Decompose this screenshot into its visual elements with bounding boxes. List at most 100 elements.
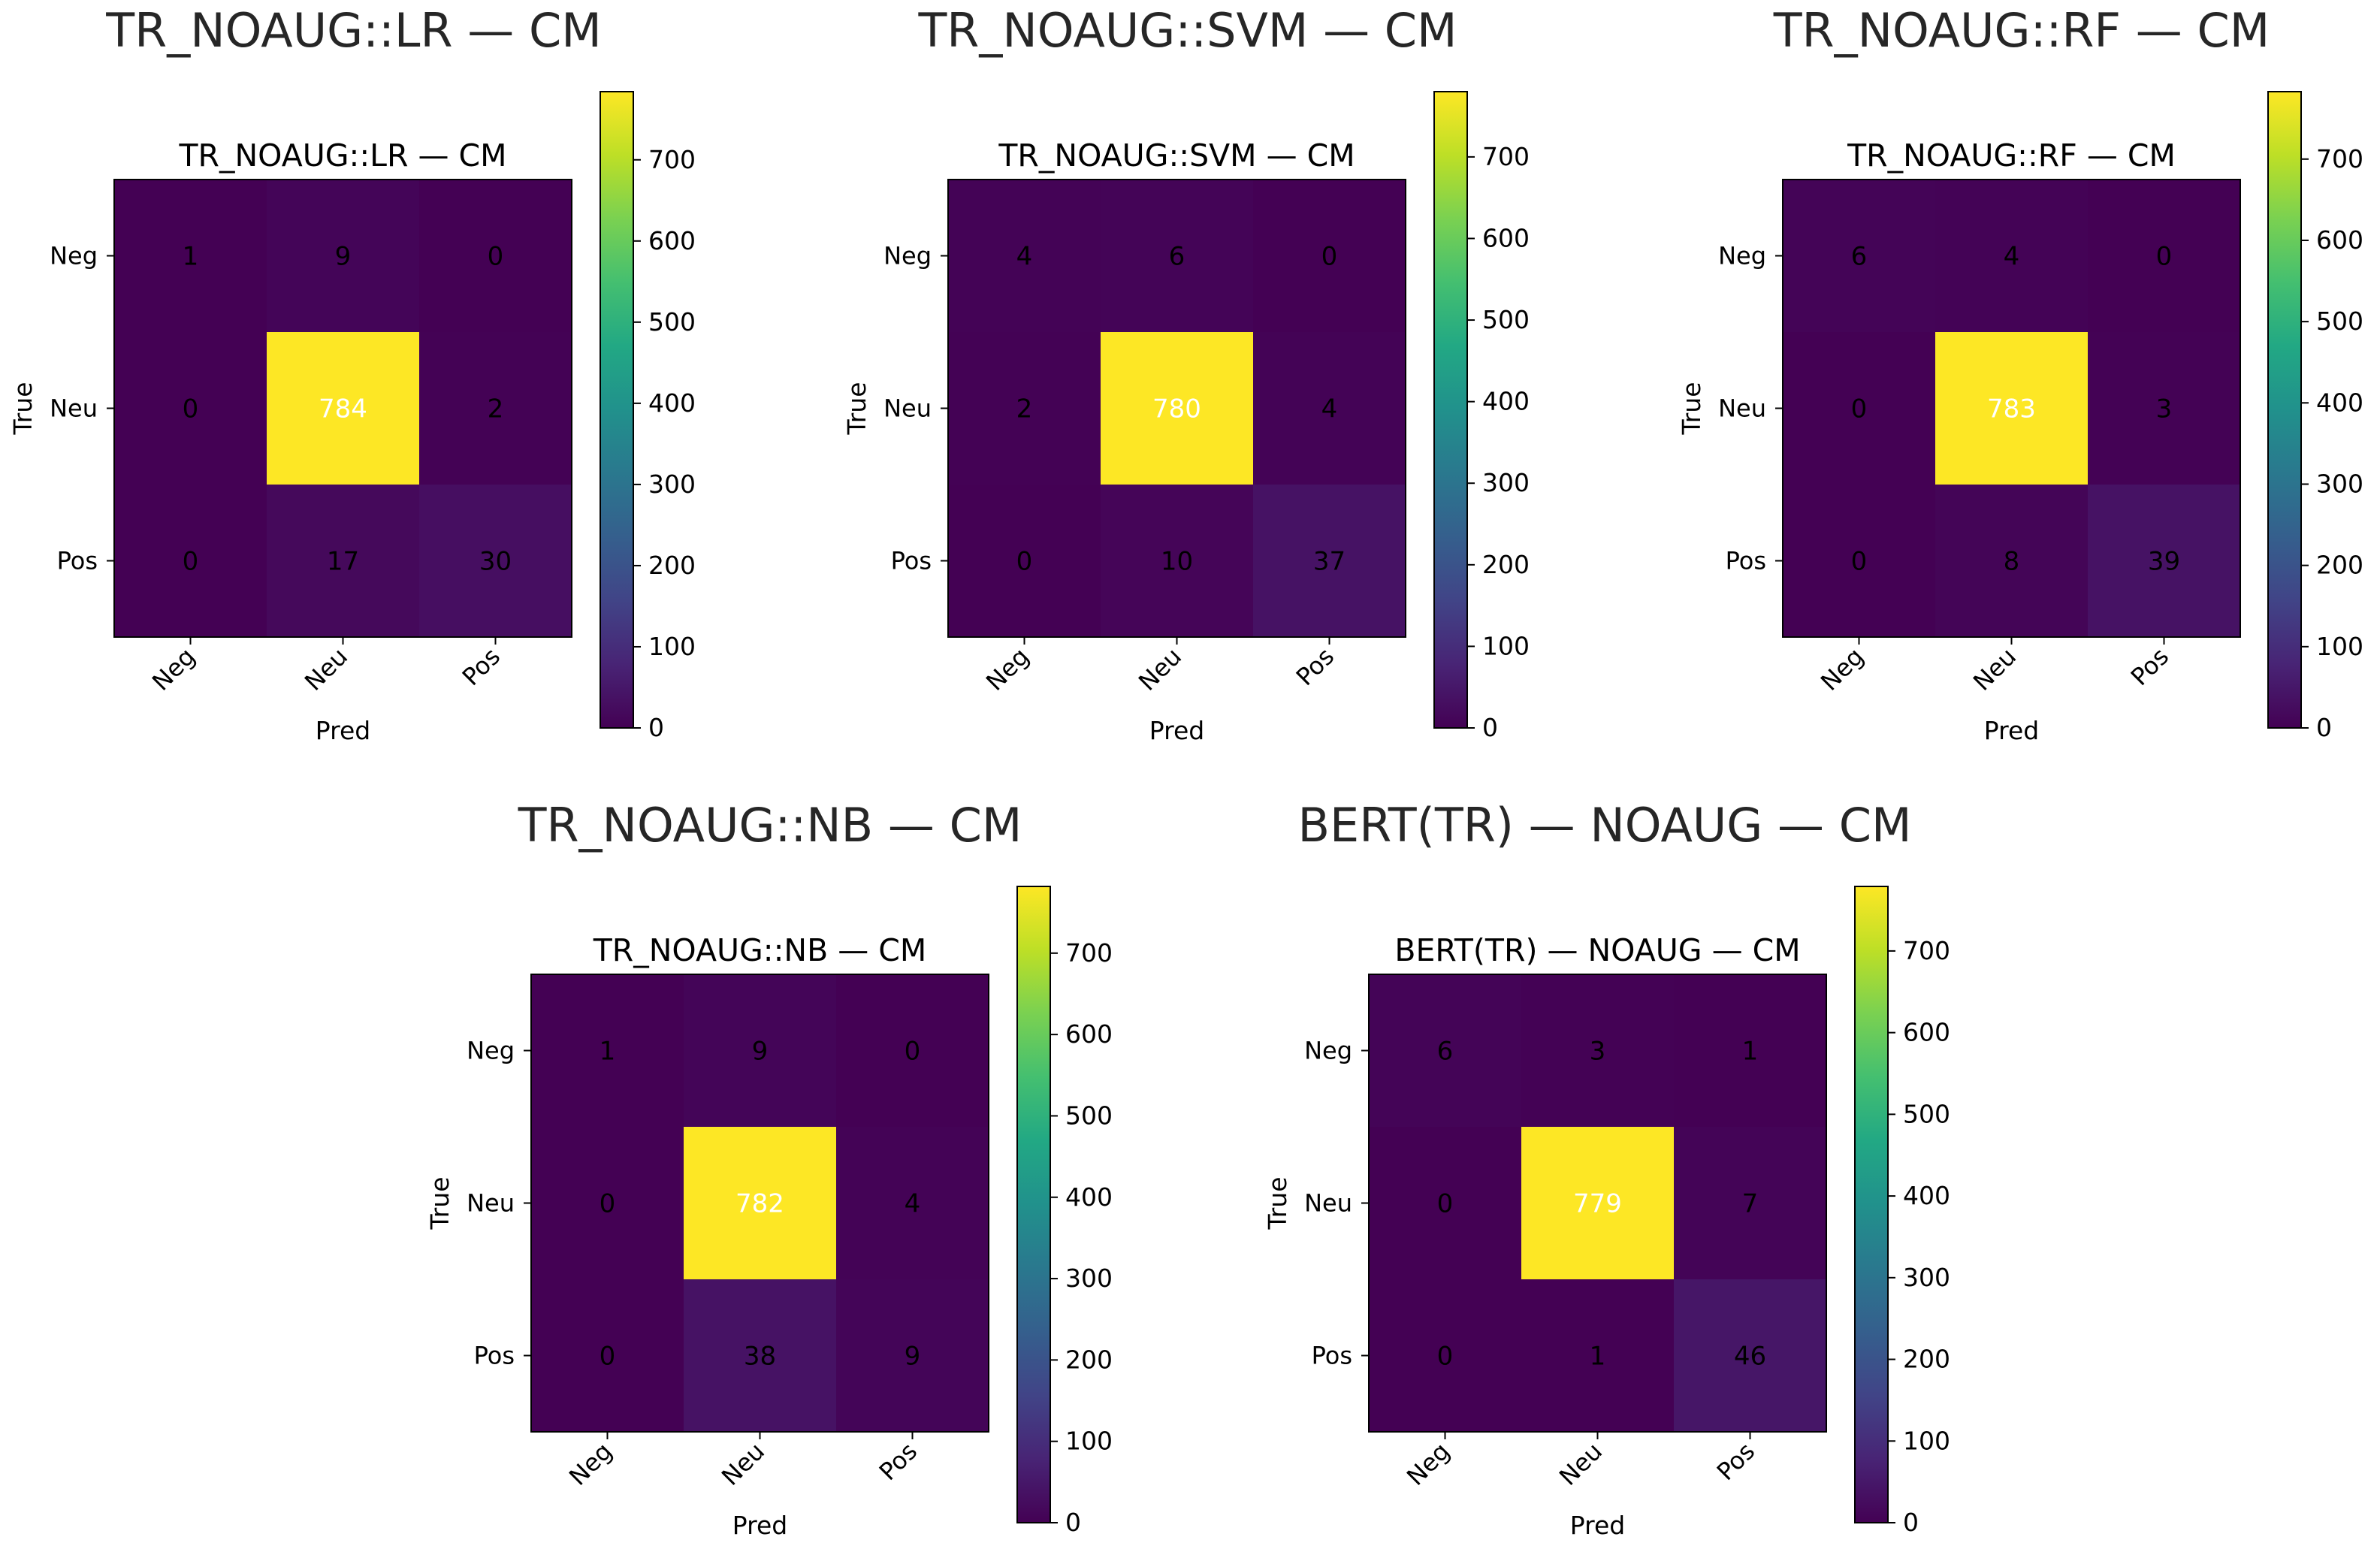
heatmap-cell [1101, 332, 1253, 485]
heatmap-cell [1935, 332, 2088, 485]
colorbar-tick-label: 0 [1482, 713, 1498, 742]
cell-value-label: 783 [1987, 394, 2036, 424]
y-tick-label: Neu [1304, 1189, 1352, 1218]
axes-title: TR_NOAUG::SVM — CM [998, 137, 1355, 174]
heatmap-cell [836, 1127, 989, 1279]
cell-value-label: 6 [1437, 1037, 1454, 1067]
colorbar-tick-label: 300 [1903, 1263, 1950, 1292]
figure-title: TR_NOAUG::RF — CM [1773, 3, 2270, 58]
colorbar-tick-label: 200 [1065, 1345, 1113, 1374]
cell-value-label: 0 [600, 1189, 616, 1219]
cell-value-label: 17 [327, 547, 359, 577]
colorbar-tick-label: 500 [1065, 1101, 1113, 1130]
heatmap-cell [948, 332, 1101, 485]
y-tick-label: Neg [50, 242, 98, 270]
y-tick-label: Pos [57, 547, 98, 575]
colorbar-tick-label: 300 [2316, 469, 2363, 498]
cell-value-label: 6 [1851, 242, 1868, 272]
confusion-matrix-panel-5: BERT(TR) — NOAUG — CM BERT(TR) — NOAUG — … [1263, 798, 1950, 1540]
y-tick-label: Neu [467, 1189, 515, 1218]
heatmap-cell [531, 974, 684, 1127]
x-axis-label: Pred [732, 1511, 787, 1540]
heatmap-cell [419, 332, 572, 485]
cell-value-label: 9 [905, 1342, 921, 1372]
cell-value-label: 39 [2148, 547, 2180, 577]
cell-value-label: 0 [488, 242, 504, 272]
heatmap-cell [1369, 1127, 1521, 1279]
cell-value-label: 0 [1437, 1342, 1454, 1372]
colorbar-tick-label: 400 [2316, 388, 2363, 417]
cell-value-label: 3 [2156, 394, 2173, 424]
cell-value-label: 0 [183, 394, 199, 424]
cell-value-label: 1 [600, 1037, 616, 1067]
colorbar [1433, 91, 1468, 729]
x-tick-label: Neg [1815, 642, 1869, 696]
cell-value-label: 784 [319, 394, 367, 424]
x-tick-label: Neg [1401, 1437, 1455, 1491]
cell-value-label: 46 [1734, 1342, 1766, 1372]
cell-value-label: 9 [752, 1037, 769, 1067]
colorbar-tick-label: 700 [1903, 936, 1950, 965]
heatmap-cell [836, 974, 989, 1127]
heatmap-cell [2088, 485, 2240, 637]
cell-value-label: 6 [1169, 242, 1185, 272]
figure-title: TR_NOAUG::SVM — CM [917, 3, 1457, 58]
colorbar-tick-label: 400 [1482, 387, 1530, 416]
x-tick-label: Neu [1554, 1437, 1608, 1491]
cell-value-label: 0 [1437, 1189, 1454, 1219]
colorbar-tick-label: 0 [1065, 1508, 1081, 1537]
y-tick-label: Neg [1304, 1037, 1352, 1065]
cell-value-label: 0 [2156, 242, 2173, 272]
colorbar [1854, 886, 1889, 1523]
colorbar [600, 91, 634, 729]
cell-value-label: 2 [488, 394, 504, 424]
cell-value-label: 0 [1851, 547, 1868, 577]
colorbar-tick-label: 500 [2316, 306, 2363, 336]
cell-value-label: 7 [1742, 1189, 1759, 1219]
cell-value-label: 8 [2004, 547, 2020, 577]
heatmap-cell [1101, 180, 1253, 332]
cell-value-label: 4 [1016, 242, 1033, 272]
heatmap-cell [1369, 974, 1521, 1127]
heatmap-cell [2088, 332, 2240, 485]
cell-value-label: 1 [1742, 1037, 1759, 1067]
colorbar [1016, 886, 1051, 1523]
axes-title: TR_NOAUG::LR — CM [178, 137, 506, 174]
heatmap-cell [114, 485, 267, 637]
heatmap-cell [267, 485, 419, 637]
x-tick-label: Neu [716, 1437, 770, 1491]
cell-value-label: 3 [1590, 1037, 1606, 1067]
colorbar-tick-label: 100 [1482, 631, 1530, 660]
cell-value-label: 38 [744, 1342, 776, 1372]
cell-value-label: 30 [479, 547, 512, 577]
y-tick-label: Neg [883, 242, 932, 270]
cell-value-label: 0 [1016, 547, 1033, 577]
cell-value-label: 9 [335, 242, 352, 272]
heatmap-cell [1935, 485, 2088, 637]
cell-value-label: 37 [1313, 547, 1346, 577]
cell-value-label: 0 [600, 1342, 616, 1372]
cell-value-label: 4 [2004, 242, 2020, 272]
x-tick-label: Neg [146, 642, 201, 696]
heatmap-cell [1253, 485, 1406, 637]
x-tick-label: Pos [874, 1437, 923, 1486]
y-tick-label: Neg [1718, 242, 1766, 270]
cell-value-label: 782 [735, 1189, 784, 1219]
heatmap-cell [114, 180, 267, 332]
heatmap-cell [1253, 180, 1406, 332]
colorbar-tick-label: 200 [648, 551, 696, 580]
colorbar-tick-label: 300 [1482, 468, 1530, 497]
heatmap-cell [419, 180, 572, 332]
colorbar-tick-label: 700 [2316, 144, 2363, 174]
colorbar-tick-label: 400 [648, 388, 696, 418]
x-axis-label: Pred [1149, 716, 1204, 745]
x-tick-label: Neu [1133, 642, 1187, 696]
cell-value-label: 4 [905, 1189, 921, 1219]
x-axis-label: Pred [316, 716, 370, 745]
heatmap-cell [531, 1127, 684, 1279]
y-tick-label: Pos [1312, 1342, 1352, 1370]
x-tick-label: Pos [1291, 642, 1340, 691]
